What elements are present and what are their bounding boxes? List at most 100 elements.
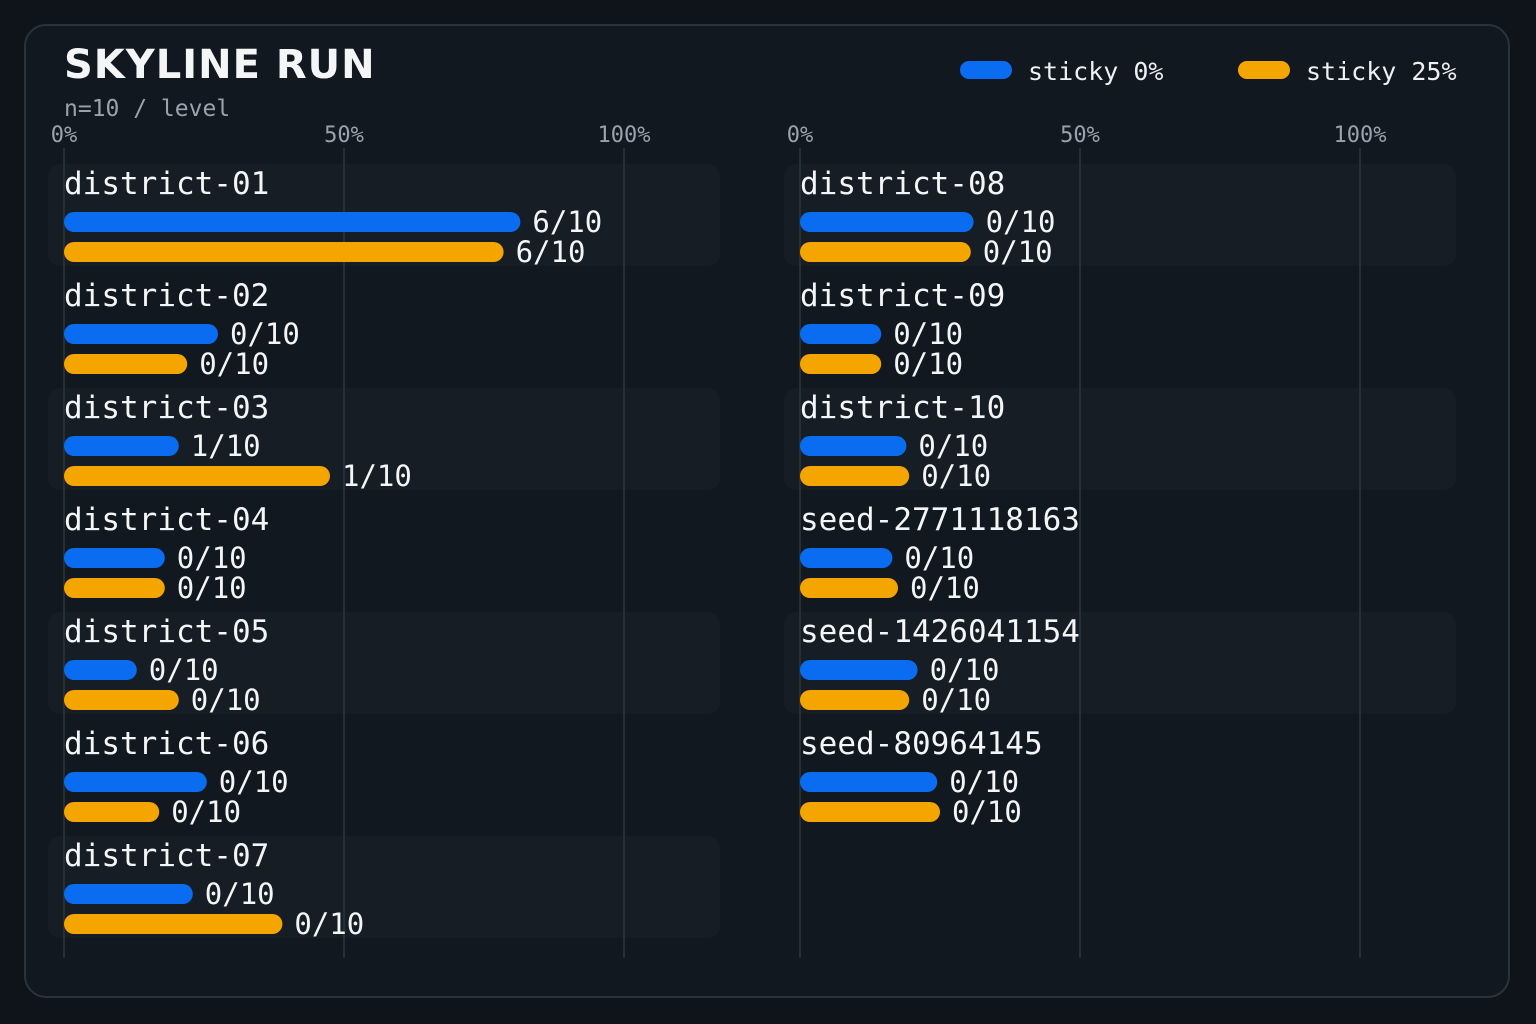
level-label: seed-2771118163 (800, 502, 1080, 538)
bar-value-label: 0/10 (930, 653, 1000, 687)
legend-label: sticky 25% (1306, 57, 1457, 86)
grid-layer (48, 148, 1456, 958)
bar-sticky-0 (64, 884, 193, 904)
rows-layer: district-016/106/10district-020/100/10di… (64, 166, 1080, 941)
bar-sticky-25 (800, 578, 898, 598)
level-row: district-080/100/10 (800, 166, 1055, 269)
legend: sticky 0% sticky 25% (960, 57, 1457, 86)
bar-value-label: 6/10 (516, 235, 586, 269)
level-row: district-060/100/10 (64, 726, 289, 829)
legend-label: sticky 0% (1028, 57, 1163, 86)
bar-sticky-25 (64, 914, 283, 934)
x-axis-ticks: 0% 50% 100% 0% 50% 100% (51, 123, 1387, 148)
bar-sticky-0 (800, 772, 938, 792)
level-row: district-020/100/10 (64, 278, 300, 381)
bar-value-label: 0/10 (921, 459, 991, 493)
bar-sticky-0 (800, 212, 974, 232)
bar-sticky-25 (64, 354, 188, 374)
bar-sticky-25 (800, 690, 910, 710)
bar-sticky-25 (64, 578, 165, 598)
bar-value-label: 0/10 (910, 571, 980, 605)
bar-sticky-0 (800, 548, 893, 568)
row-background (48, 612, 720, 714)
bar-sticky-25 (64, 690, 179, 710)
bar-value-label: 1/10 (342, 459, 412, 493)
level-row: district-040/100/10 (64, 502, 269, 605)
bar-sticky-0 (64, 436, 179, 456)
bar-value-label: 0/10 (986, 205, 1056, 239)
level-label: district-03 (64, 390, 269, 426)
level-label: district-04 (64, 502, 269, 538)
bar-value-label: 0/10 (294, 907, 364, 941)
legend-swatch (1238, 61, 1290, 79)
bar-sticky-25 (800, 466, 910, 486)
level-label: seed-80964145 (800, 726, 1043, 762)
level-row: district-070/100/10 (64, 838, 364, 941)
bar-value-label: 0/10 (918, 429, 988, 463)
bar-value-label: 0/10 (191, 683, 261, 717)
chart-title: SKYLINE RUN (64, 42, 376, 88)
x-tick-label: 50% (324, 123, 364, 148)
level-label: district-09 (800, 278, 1005, 314)
level-label: district-02 (64, 278, 269, 314)
level-row: district-050/100/10 (64, 614, 269, 717)
level-label: district-05 (64, 614, 269, 650)
bar-value-label: 0/10 (205, 877, 275, 911)
level-label: seed-1426041154 (800, 614, 1080, 650)
x-tick-label: 100% (1334, 123, 1387, 148)
bar-value-label: 0/10 (219, 765, 289, 799)
bar-sticky-0 (800, 660, 918, 680)
bar-sticky-25 (800, 802, 940, 822)
bar-value-label: 0/10 (952, 795, 1022, 829)
level-row: district-090/100/10 (800, 278, 1005, 381)
bar-value-label: 0/10 (177, 571, 247, 605)
bar-sticky-0 (64, 212, 521, 232)
x-tick-label: 100% (598, 123, 651, 148)
bar-value-label: 0/10 (949, 765, 1019, 799)
level-row: district-01 6/106/10 (64, 166, 602, 269)
level-label: district-08 (800, 166, 1005, 202)
bar-sticky-0 (64, 660, 137, 680)
legend-swatch (960, 61, 1012, 79)
bar-sticky-25 (64, 242, 504, 262)
bar-value-label: 0/10 (149, 653, 219, 687)
bar-sticky-25 (800, 354, 882, 374)
x-tick-label: 0% (51, 123, 78, 148)
row-background (784, 388, 1456, 490)
bar-sticky-25 (800, 242, 971, 262)
x-tick-label: 50% (1060, 123, 1100, 148)
bar-value-label: 0/10 (921, 683, 991, 717)
row-background (48, 388, 720, 490)
row-background (784, 612, 1456, 714)
level-label: district-06 (64, 726, 269, 762)
bar-sticky-0 (800, 324, 882, 344)
chart-subtitle: n=10 / level (64, 96, 230, 122)
bar-sticky-25 (64, 466, 330, 486)
bar-value-label: 0/10 (230, 317, 300, 351)
bar-value-label: 0/10 (893, 317, 963, 351)
bar-value-label: 0/10 (893, 347, 963, 381)
bar-sticky-0 (64, 772, 207, 792)
bar-value-label: 0/10 (983, 235, 1053, 269)
level-label: district-07 (64, 838, 269, 874)
bar-value-label: 6/10 (532, 205, 602, 239)
level-label: district-01 (64, 166, 269, 202)
level-row: district-100/100/10 (800, 390, 1005, 493)
bar-sticky-25 (64, 802, 160, 822)
bar-value-label: 0/10 (199, 347, 269, 381)
bar-value-label: 0/10 (177, 541, 247, 575)
level-label: district-10 (800, 390, 1005, 426)
bar-value-label: 0/10 (171, 795, 241, 829)
x-tick-label: 0% (787, 123, 814, 148)
row-background (784, 164, 1456, 266)
bar-sticky-0 (800, 436, 907, 456)
level-row: district-031/101/10 (64, 390, 412, 493)
bar-sticky-0 (64, 548, 165, 568)
bar-value-label: 1/10 (191, 429, 261, 463)
row-background (48, 836, 720, 938)
bar-value-label: 0/10 (904, 541, 974, 575)
